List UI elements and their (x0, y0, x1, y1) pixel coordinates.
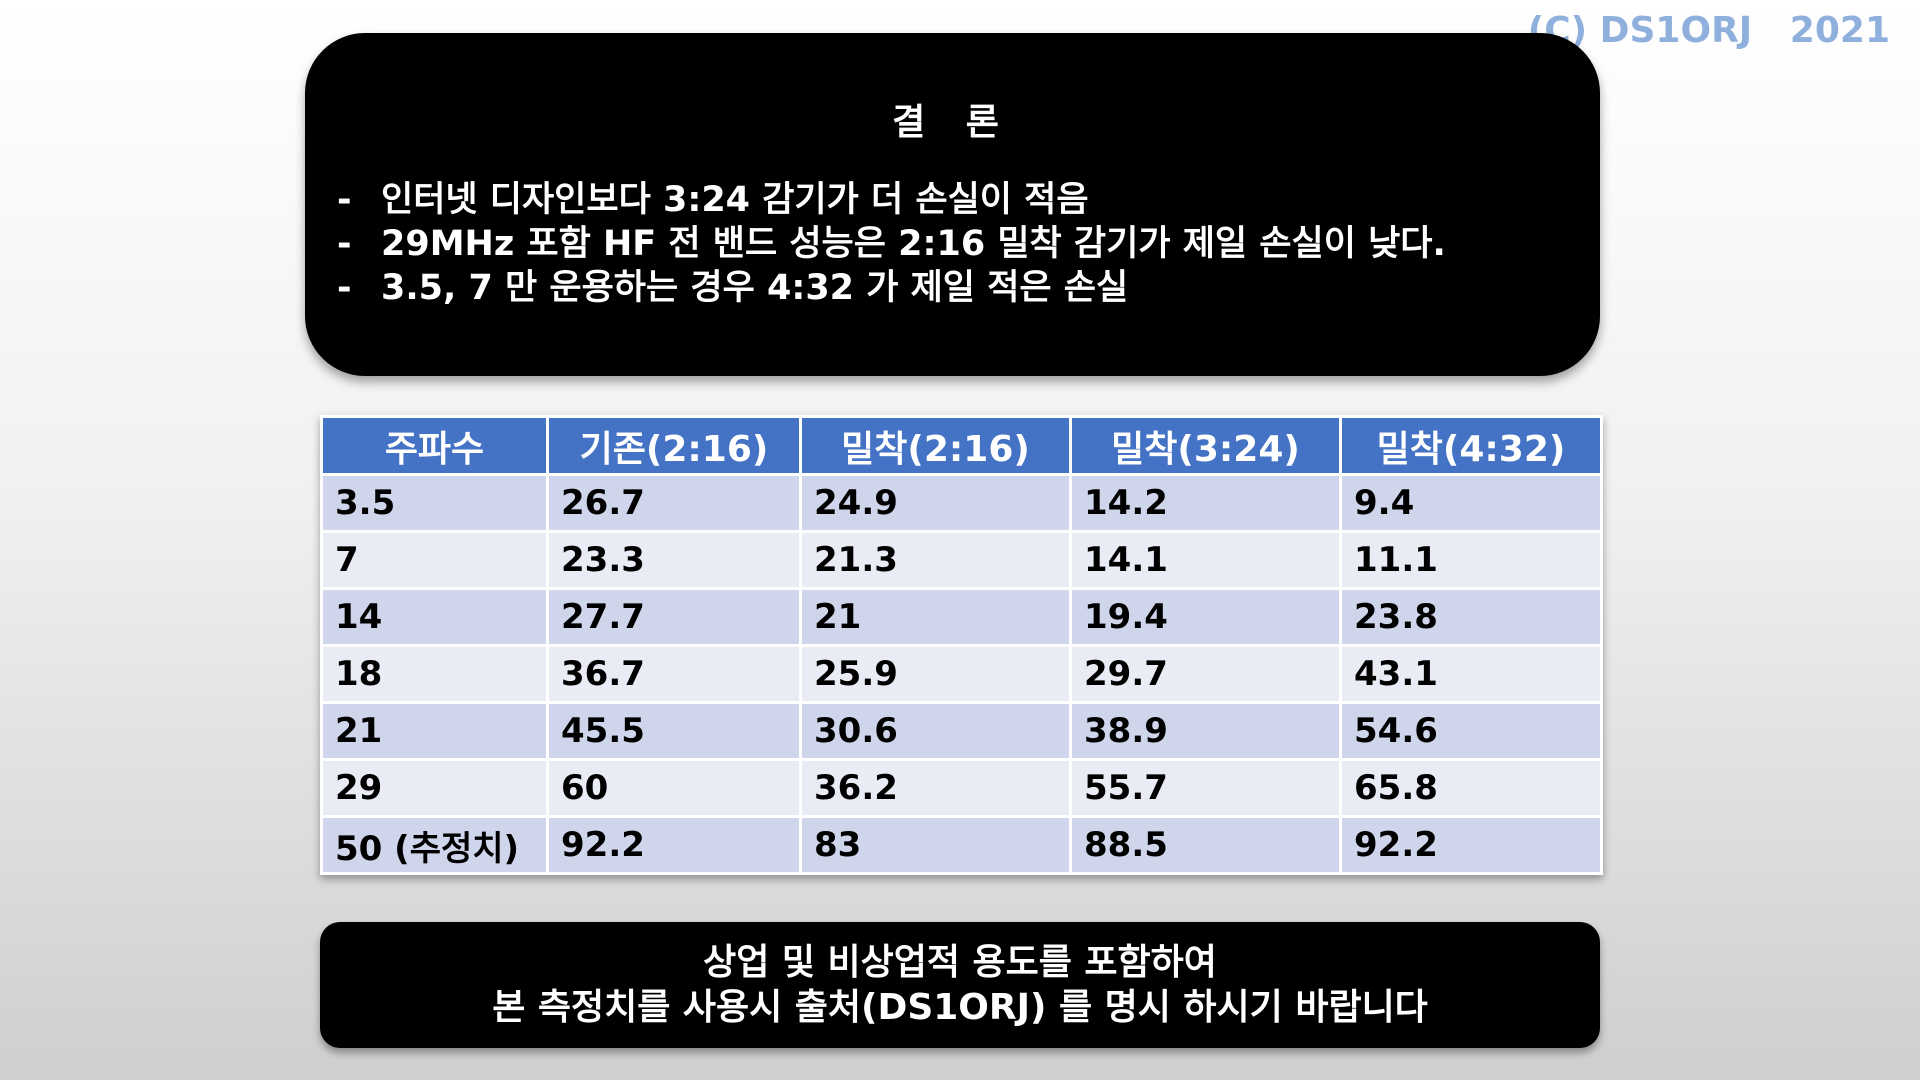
conclusion-list: - 인터넷 디자인보다 3:24 감기가 더 손실이 적음 - 29MHz 포함… (337, 178, 1446, 310)
list-dash: - (337, 224, 352, 264)
header-existing-2-16: 기존(2:16) (546, 415, 802, 476)
table-cell: 11.1 (1339, 530, 1603, 590)
table-cell: 21 (799, 587, 1072, 647)
table-cell: 83 (799, 815, 1072, 875)
table-cell: 27.7 (546, 587, 802, 647)
table-cell: 23.8 (1339, 587, 1603, 647)
table-cell: 14.2 (1069, 473, 1342, 533)
table-cell: 92.2 (1339, 815, 1603, 875)
table-cell: 29.7 (1069, 644, 1342, 704)
conclusion-item: - 29MHz 포함 HF 전 밴드 성능은 2:16 밀착 감기가 제일 손실… (337, 222, 1446, 266)
header-frequency: 주파수 (320, 415, 549, 476)
table-cell: 45.5 (546, 701, 802, 761)
conclusion-item-text: 3.5, 7 만 운용하는 경우 4:32 가 제일 적은 손실 (381, 268, 1129, 308)
table-cell: 3.5 (320, 473, 549, 533)
conclusion-box: 결 론 - 인터넷 디자인보다 3:24 감기가 더 손실이 적음 - 29MH… (305, 33, 1600, 376)
table-cell: 36.2 (799, 758, 1072, 818)
table-cell: 7 (320, 530, 549, 590)
table-cell: 26.7 (546, 473, 802, 533)
table-header-row: 주파수 기존(2:16) 밀착(2:16) 밀착(3:24) 밀착(4:32) (320, 415, 1603, 476)
table-row: 14 27.7 21 19.4 23.8 (320, 587, 1603, 647)
table-cell: 18 (320, 644, 549, 704)
table-cell: 55.7 (1069, 758, 1342, 818)
table-cell: 21.3 (799, 530, 1072, 590)
table-cell: 21 (320, 701, 549, 761)
loss-table: 주파수 기존(2:16) 밀착(2:16) 밀착(3:24) 밀착(4:32) … (320, 415, 1603, 875)
conclusion-item-text: 29MHz 포함 HF 전 밴드 성능은 2:16 밀착 감기가 제일 손실이 … (381, 224, 1446, 264)
table-row: 18 36.7 25.9 29.7 43.1 (320, 644, 1603, 704)
table-row: 21 45.5 30.6 38.9 54.6 (320, 701, 1603, 761)
copyright-label: (C) DS1ORJ 2021 (1527, 10, 1890, 51)
table-cell: 92.2 (546, 815, 802, 875)
table-cell: 54.6 (1339, 701, 1603, 761)
table-cell: 14 (320, 587, 549, 647)
table-cell: 50 (추정치) (320, 815, 549, 875)
header-tight-4-32: 밀착(4:32) (1339, 415, 1603, 476)
table-cell: 65.8 (1339, 758, 1603, 818)
conclusion-title: 결 론 (892, 102, 1013, 143)
table-row: 3.5 26.7 24.9 14.2 9.4 (320, 473, 1603, 533)
table-cell: 23.3 (546, 530, 802, 590)
notice-line-1: 상업 및 비상업적 용도를 포함하여 (703, 942, 1217, 983)
table-cell: 36.7 (546, 644, 802, 704)
notice-line-2: 본 측정치를 사용시 출처(DS1ORJ) 를 명시 하시기 바랍니다 (492, 987, 1428, 1028)
conclusion-item: - 인터넷 디자인보다 3:24 감기가 더 손실이 적음 (337, 178, 1446, 222)
notice-box: 상업 및 비상업적 용도를 포함하여 본 측정치를 사용시 출처(DS1ORJ)… (320, 922, 1600, 1048)
table-cell: 9.4 (1339, 473, 1603, 533)
table-cell: 25.9 (799, 644, 1072, 704)
list-dash: - (337, 180, 352, 220)
header-tight-2-16: 밀착(2:16) (799, 415, 1072, 476)
table-cell: 14.1 (1069, 530, 1342, 590)
table-row: 29 60 36.2 55.7 65.8 (320, 758, 1603, 818)
conclusion-item: - 3.5, 7 만 운용하는 경우 4:32 가 제일 적은 손실 (337, 266, 1446, 310)
table-cell: 88.5 (1069, 815, 1342, 875)
table-cell: 29 (320, 758, 549, 818)
table-cell: 19.4 (1069, 587, 1342, 647)
table-row: 7 23.3 21.3 14.1 11.1 (320, 530, 1603, 590)
table-row: 50 (추정치) 92.2 83 88.5 92.2 (320, 815, 1603, 875)
list-dash: - (337, 268, 352, 308)
table-cell: 60 (546, 758, 802, 818)
table-cell: 24.9 (799, 473, 1072, 533)
table-cell: 38.9 (1069, 701, 1342, 761)
header-tight-3-24: 밀착(3:24) (1069, 415, 1342, 476)
conclusion-item-text: 인터넷 디자인보다 3:24 감기가 더 손실이 적음 (381, 180, 1089, 220)
table-cell: 43.1 (1339, 644, 1603, 704)
table-cell: 30.6 (799, 701, 1072, 761)
